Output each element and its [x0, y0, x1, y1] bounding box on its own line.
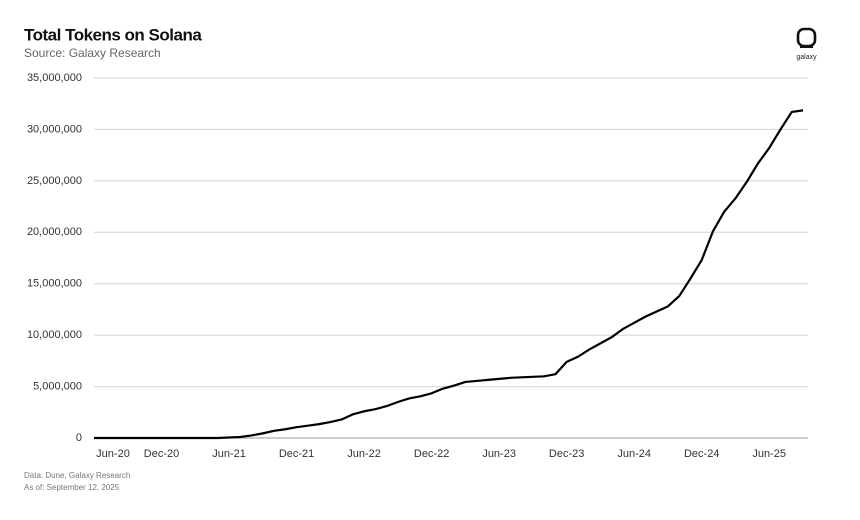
x-tick-label: Jun-24	[617, 448, 651, 460]
y-tick-label: 10,000,000	[27, 329, 82, 341]
x-tick-label: Jun-25	[752, 448, 786, 460]
x-tick-label: Dec-23	[549, 448, 584, 460]
footnote: As of: September 12, 2025	[24, 483, 120, 492]
chart-subtitle: Source: Galaxy Research	[24, 46, 161, 60]
chart-title: Total Tokens on Solana	[24, 25, 202, 44]
x-tick-label: Dec-21	[279, 448, 314, 460]
x-tick-label: Jun-20	[96, 448, 130, 460]
x-tick-label: Dec-22	[414, 448, 449, 460]
logo-text: galaxy	[796, 54, 817, 61]
y-tick-label: 15,000,000	[27, 278, 82, 290]
y-tick-label: 30,000,000	[27, 123, 82, 135]
x-tick-label: Dec-20	[144, 448, 179, 460]
y-tick-label: 25,000,000	[27, 175, 82, 187]
y-tick-label: 5,000,000	[33, 380, 82, 392]
x-tick-label: Jun-23	[482, 448, 516, 460]
footnote: Data: Dune, Galaxy Research	[24, 471, 130, 480]
x-tick-label: Jun-22	[347, 448, 381, 460]
logo: galaxy	[796, 27, 817, 61]
x-tick-label: Dec-24	[684, 448, 719, 460]
y-tick-label: 0	[76, 432, 82, 444]
data-line	[94, 109, 804, 440]
x-tick-label: Jun-21	[212, 448, 246, 460]
y-tick-label: 20,000,000	[27, 226, 82, 238]
y-tick-label: 35,000,000	[27, 72, 82, 84]
logo-mark	[796, 27, 817, 48]
